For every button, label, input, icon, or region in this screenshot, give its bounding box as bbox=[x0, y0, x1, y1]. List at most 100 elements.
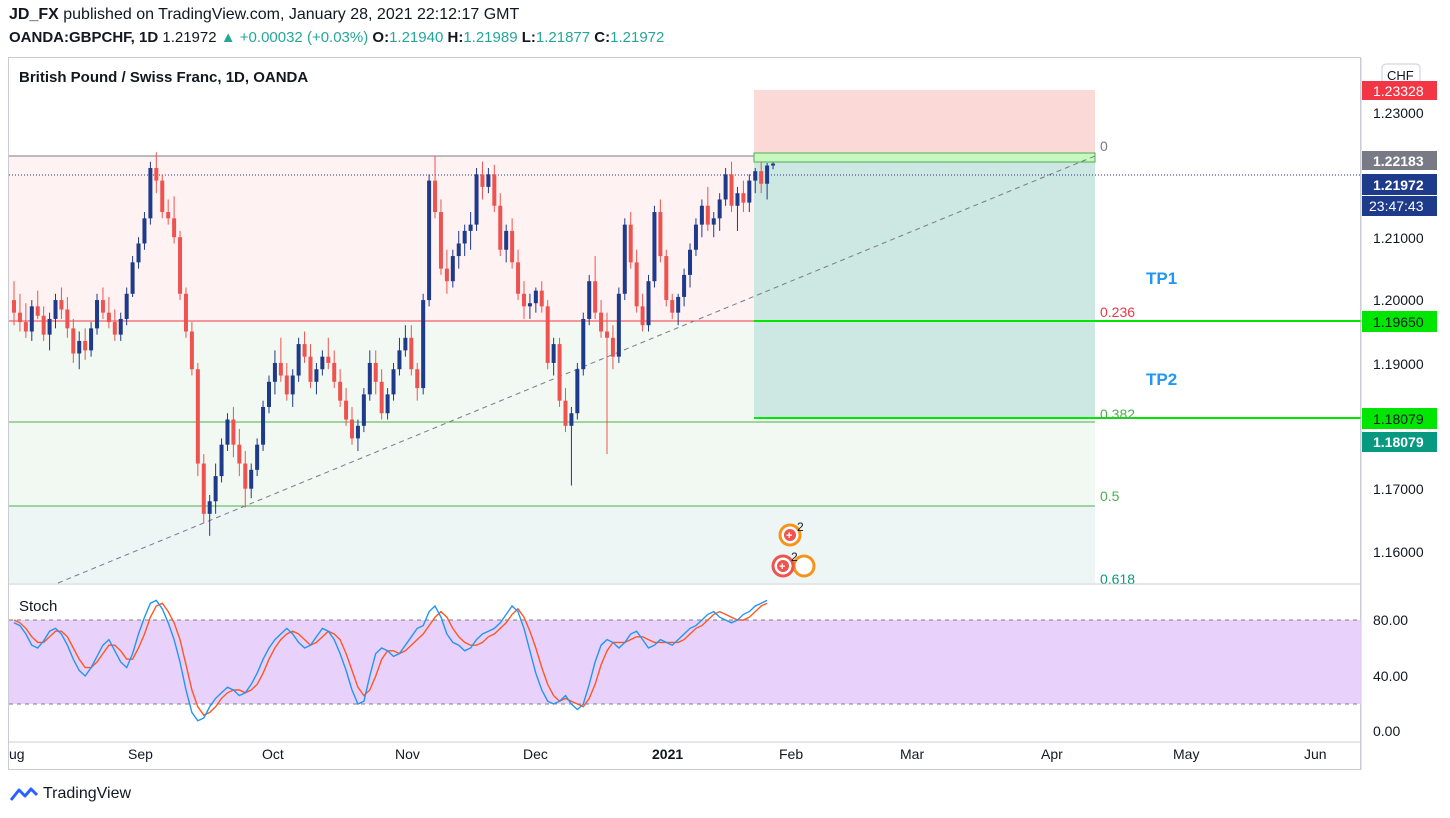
candle-body bbox=[296, 344, 301, 376]
candle-body bbox=[723, 174, 728, 200]
candle-body bbox=[255, 444, 260, 470]
entry-box[interactable] bbox=[753, 152, 1096, 163]
fib-zone-382-5 bbox=[9, 422, 1095, 506]
candle-body bbox=[350, 419, 355, 439]
candle-body bbox=[355, 425, 360, 439]
candle-body bbox=[95, 300, 100, 329]
candle-body bbox=[89, 328, 94, 351]
candle-body bbox=[616, 293, 621, 357]
candle-body bbox=[178, 237, 183, 294]
svg-text:+: + bbox=[786, 530, 792, 542]
tradingview-logo[interactable]: TradingView bbox=[10, 785, 131, 803]
author[interactable]: JD_FX bbox=[9, 6, 59, 23]
candle-body bbox=[272, 362, 277, 382]
open-value: 1.21940 bbox=[389, 29, 444, 46]
candle-body bbox=[711, 218, 716, 225]
candle-body bbox=[658, 212, 663, 257]
svg-text:1.21972: 1.21972 bbox=[1373, 177, 1424, 193]
candle-body bbox=[640, 306, 645, 326]
currency-button[interactable]: CHF bbox=[1381, 63, 1421, 87]
svg-text:1.19650: 1.19650 bbox=[1373, 314, 1424, 330]
candle-body bbox=[142, 218, 147, 244]
candle-body bbox=[35, 306, 40, 316]
stoch-tick: 0.00 bbox=[1373, 723, 1400, 739]
x-tick: Feb bbox=[779, 746, 803, 762]
fib-label-618: 0.618 bbox=[1100, 571, 1135, 587]
candle-body bbox=[397, 350, 402, 370]
legend-title: British Pound / Swiss Franc, 1D, OANDA bbox=[19, 69, 308, 86]
candle-body bbox=[747, 180, 752, 203]
candle-body bbox=[338, 381, 343, 401]
event-badge-count: 2 bbox=[797, 520, 804, 534]
x-tick: Jun bbox=[1304, 746, 1327, 762]
tp1-price-tag: 1.19650 bbox=[1362, 311, 1437, 332]
tp2-price-tag: 1.18079 bbox=[1362, 408, 1437, 429]
fib-zone-5-618 bbox=[9, 506, 1095, 583]
time-axis[interactable]: ug Sep Oct Nov Dec 2021 Feb Mar Apr May … bbox=[9, 746, 1327, 762]
candle-body bbox=[741, 193, 746, 203]
stoch-k-line bbox=[13, 599, 768, 722]
candle-body bbox=[409, 337, 414, 370]
candle-body bbox=[729, 174, 734, 206]
target-zone[interactable] bbox=[754, 162, 1095, 417]
fib-label-5: 0.5 bbox=[1100, 488, 1120, 504]
candle-body bbox=[314, 369, 319, 382]
candle-body bbox=[492, 174, 497, 206]
publish-info: JD_FX published on TradingView.com, Janu… bbox=[9, 6, 519, 24]
candle-body bbox=[136, 243, 141, 263]
candle-body bbox=[462, 230, 467, 244]
candle-body bbox=[100, 300, 105, 313]
candle-body bbox=[682, 274, 687, 297]
candle-body bbox=[148, 168, 153, 219]
x-tick: Sep bbox=[128, 746, 153, 762]
candle-body bbox=[172, 218, 177, 238]
symbol-info: OANDA:GBPCHF, 1D 1.21972 ▲ +0.00032 (+0.… bbox=[9, 29, 664, 46]
price-axis[interactable]: 1.23000 1.21000 1.20000 1.19000 1.17000 … bbox=[1373, 105, 1424, 560]
stop-zone[interactable] bbox=[754, 90, 1095, 156]
svg-text:23:47:43: 23:47:43 bbox=[1369, 198, 1424, 214]
tp2-mark-tag: 1.18079 bbox=[1362, 432, 1437, 452]
candle-body bbox=[622, 224, 627, 294]
candle-body bbox=[53, 300, 58, 319]
candles bbox=[12, 152, 776, 536]
candle-body bbox=[421, 300, 426, 389]
candle-body bbox=[231, 419, 236, 445]
event-badge-count: 2 bbox=[791, 550, 798, 564]
candle-body bbox=[759, 171, 764, 184]
candle-body bbox=[693, 224, 698, 250]
candle-body bbox=[557, 344, 562, 401]
candle-body bbox=[308, 356, 313, 382]
candle-body bbox=[302, 344, 307, 357]
candle-body bbox=[433, 180, 438, 213]
candle-body bbox=[278, 362, 283, 376]
event-badge-bottom[interactable]: + 2 bbox=[771, 550, 816, 578]
candle-body bbox=[29, 306, 34, 332]
candle-body bbox=[569, 413, 574, 426]
stoch-d-line bbox=[13, 602, 768, 717]
candle-body bbox=[367, 362, 372, 395]
price-change: +0.00032 (+0.03%) bbox=[239, 29, 369, 46]
candle-body bbox=[130, 262, 135, 294]
candle-body bbox=[527, 303, 532, 307]
countdown-tag: 23:47:43 bbox=[1362, 196, 1437, 216]
candle-body bbox=[450, 256, 455, 282]
stoch-axis[interactable]: 80.00 40.00 0.00 bbox=[1373, 612, 1408, 739]
x-tick: May bbox=[1173, 746, 1199, 762]
candle-body bbox=[344, 400, 349, 420]
candle-body bbox=[391, 369, 396, 395]
candle-body bbox=[189, 331, 194, 370]
candle-body bbox=[456, 243, 461, 257]
close-label: C: bbox=[594, 29, 611, 46]
high-label: H: bbox=[447, 29, 464, 46]
event-badge-top[interactable]: + 2 bbox=[778, 520, 804, 547]
candle-body bbox=[415, 369, 420, 389]
candle-body bbox=[379, 381, 384, 414]
open-label: O: bbox=[372, 29, 390, 46]
entry-price-tag: 1.22183 bbox=[1362, 151, 1437, 170]
candle-body bbox=[225, 419, 230, 445]
candle-body bbox=[154, 168, 159, 181]
candle-body bbox=[628, 224, 633, 263]
candle-body bbox=[652, 212, 657, 282]
candle-body bbox=[486, 174, 491, 187]
